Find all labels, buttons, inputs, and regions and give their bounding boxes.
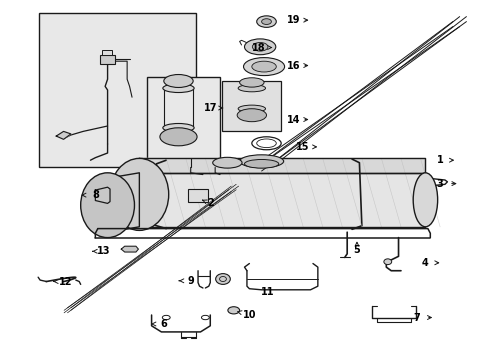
Ellipse shape [383, 259, 391, 265]
Ellipse shape [244, 159, 278, 168]
Ellipse shape [256, 16, 276, 27]
Polygon shape [56, 131, 71, 139]
Bar [100, 55, 115, 64]
Ellipse shape [252, 42, 267, 51]
Text: 9: 9 [187, 276, 194, 286]
Bar [39, 13, 195, 167]
Ellipse shape [160, 128, 197, 146]
Ellipse shape [238, 105, 265, 112]
Text: 13: 13 [97, 246, 111, 256]
Text: 18: 18 [252, 42, 265, 53]
Bar [222, 81, 281, 131]
Text: 6: 6 [160, 319, 167, 329]
Text: 7: 7 [413, 312, 420, 323]
Text: 16: 16 [286, 60, 300, 71]
Ellipse shape [110, 158, 168, 230]
Ellipse shape [81, 173, 134, 238]
Ellipse shape [227, 307, 239, 314]
Text: 3: 3 [436, 179, 443, 189]
Text: 11: 11 [261, 287, 274, 297]
Ellipse shape [239, 155, 283, 168]
Ellipse shape [237, 109, 266, 122]
Ellipse shape [215, 274, 230, 284]
Text: 10: 10 [242, 310, 256, 320]
Polygon shape [121, 246, 138, 252]
Text: 8: 8 [92, 190, 99, 200]
Bar [188, 189, 207, 202]
Ellipse shape [251, 61, 276, 72]
Ellipse shape [244, 39, 275, 55]
Ellipse shape [239, 78, 264, 87]
Ellipse shape [238, 85, 265, 92]
Ellipse shape [163, 75, 193, 87]
Text: 5: 5 [353, 245, 360, 255]
Ellipse shape [212, 157, 242, 168]
Ellipse shape [163, 123, 194, 132]
Text: 1: 1 [436, 155, 443, 165]
Ellipse shape [261, 19, 271, 24]
Ellipse shape [243, 58, 284, 76]
Polygon shape [139, 158, 425, 173]
Polygon shape [107, 173, 139, 232]
Text: 2: 2 [206, 198, 213, 208]
Bar [146, 77, 220, 167]
Ellipse shape [412, 173, 437, 227]
Bar [102, 50, 112, 55]
Text: 14: 14 [286, 114, 300, 125]
Text: 17: 17 [203, 103, 217, 113]
Ellipse shape [163, 84, 194, 93]
Text: 12: 12 [59, 276, 73, 287]
Text: 15: 15 [296, 142, 309, 152]
Text: 4: 4 [421, 258, 428, 268]
Polygon shape [95, 187, 110, 203]
Polygon shape [139, 173, 425, 227]
Text: 19: 19 [286, 15, 300, 25]
